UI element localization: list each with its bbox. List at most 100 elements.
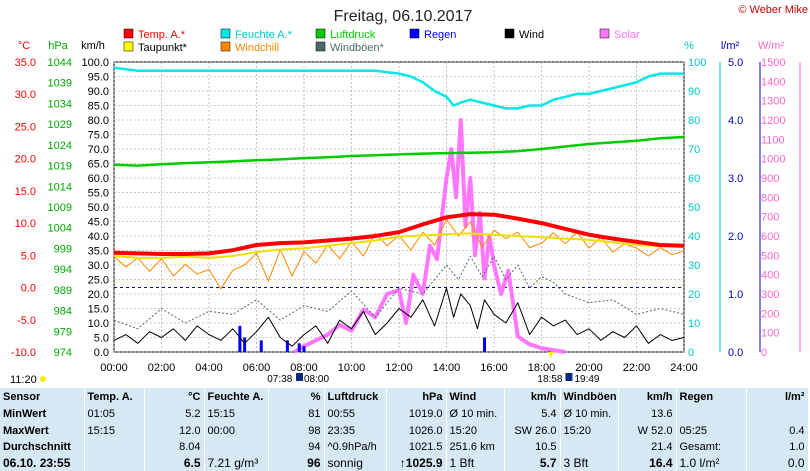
y-tick-temp: -5.0 <box>17 315 36 327</box>
y-tick-solar: 700 <box>761 212 779 224</box>
stats-header-cell: °C <box>144 388 205 407</box>
stats-cell: 00:00 <box>204 422 269 439</box>
sunrise-icon <box>296 373 303 381</box>
chart-series <box>113 66 685 354</box>
y-tick-wind: 65.0 <box>88 159 109 171</box>
x-tick-label: 24:00 <box>670 362 698 374</box>
y-tick-humidity: 20 <box>688 289 700 301</box>
y-tick-rain: 3.0 <box>728 173 743 185</box>
axis-unit-rain: l/m² <box>721 40 740 52</box>
stats-header-cell: Windböen <box>560 388 619 407</box>
y-tick-temp: 0.0 <box>21 283 36 295</box>
stats-cell: sonnig <box>324 454 387 471</box>
stats-cell: 15:15 <box>204 406 269 423</box>
x-tick-label: 12:00 <box>385 362 413 374</box>
y-tick-wind: 25.0 <box>88 275 109 287</box>
stats-cell: 23:35 <box>324 422 387 439</box>
legend-label: Windböen* <box>330 42 385 54</box>
legend-label: Feuchte A.* <box>235 29 293 41</box>
x-tick-label: 02:00 <box>148 362 176 374</box>
y-tick-pressure: 994 <box>54 264 72 276</box>
y-tick-temp: -10.0 <box>11 347 36 359</box>
legend-swatch <box>123 41 134 52</box>
rain-bar <box>243 337 247 352</box>
y-tick-temp: 35.0 <box>15 57 36 69</box>
y-tick-humidity: 10 <box>688 318 700 330</box>
stats-header-cell: Feuchte A. <box>204 388 269 407</box>
y-tick-solar: 1500 <box>761 57 785 69</box>
stats-cell: 3 Bft <box>560 454 619 471</box>
stats-cell: 1019.0 <box>386 406 447 423</box>
series-line <box>113 212 685 256</box>
y-tick-solar: 1000 <box>761 154 785 166</box>
sunset-time: 18:58 <box>537 374 562 385</box>
y-tick-rain: 2.0 <box>728 231 743 243</box>
stats-cell: 15:15 <box>84 422 145 439</box>
y-tick-rain: 1.0 <box>728 289 743 301</box>
y-tick-solar: 400 <box>761 270 779 282</box>
x-tick-label: 18:00 <box>528 362 556 374</box>
x-tick-label: 16:00 <box>480 362 508 374</box>
y-tick-solar: 100 <box>761 328 779 340</box>
series-line <box>113 218 685 290</box>
stats-header-cell: % <box>268 388 325 407</box>
y-tick-wind: 20.0 <box>88 289 109 301</box>
axis-units: °C hPa km/h% l/m² W/m² <box>18 40 785 52</box>
credit-label: © Weber Mike <box>738 4 808 16</box>
rain-bar <box>238 325 242 352</box>
stats-cell <box>84 438 145 455</box>
y-tick-wind: 0.0 <box>94 347 109 359</box>
series-line <box>113 232 685 259</box>
y-tick-solar: 200 <box>761 308 779 320</box>
y-tick-wind: 85.0 <box>88 101 109 113</box>
y-tick-temp: 30.0 <box>15 89 36 101</box>
stats-row-label: MinWert <box>0 406 85 423</box>
rain-bar <box>302 346 306 352</box>
legend-label: Regen <box>424 29 456 41</box>
y-tick-temp: 15.0 <box>15 186 36 198</box>
stats-header-cell: Wind <box>446 388 505 407</box>
y-tick-pressure: 974 <box>54 347 72 359</box>
legend-swatch <box>220 41 231 52</box>
legend-label: Solar <box>614 29 640 41</box>
stats-cell: 1.0 l/m² <box>676 454 747 471</box>
rain-bar <box>259 340 263 352</box>
stats-row: 06.10. 23:55 6.5 7.21 g/m³ 96 sonnig ↑1025.9 1… <box>0 454 809 471</box>
legend-label: Taupunkt* <box>138 42 188 54</box>
rain-bar <box>297 343 301 352</box>
y-tick-wind: 90.0 <box>88 86 109 98</box>
stats-cell: 21.4 <box>618 438 677 455</box>
y-tick-temp: 25.0 <box>15 121 36 133</box>
axis-unit-pressure: hPa <box>48 40 68 52</box>
y-tick-wind: 75.0 <box>88 130 109 142</box>
legend-swatch <box>599 28 610 39</box>
legend-swatch <box>123 28 134 39</box>
stats-cell: 7.21 g/m³ <box>204 454 269 471</box>
stats-cell: 13.6 <box>618 406 677 423</box>
series-line <box>113 287 685 347</box>
y-tick-humidity: 40 <box>688 231 700 243</box>
stats-cell: W 52.0 <box>618 422 677 439</box>
rain-bar <box>483 337 486 352</box>
y-tick-wind: 5.0 <box>94 333 109 345</box>
sunset-civil-time: 19:49 <box>574 374 599 385</box>
y-tick-pressure: 1024 <box>48 140 72 152</box>
x-tick-label: 06:00 <box>243 362 271 374</box>
sun-left-time: 11:20 <box>10 374 37 386</box>
stats-cell: ^0.9hPa/h <box>324 438 387 455</box>
sun-times: 11:20 07:38 08:00 18:58 19:49 <box>10 352 600 386</box>
stats-cell: 01:05 <box>84 406 145 423</box>
stats-row-label: MaxWert <box>0 422 85 439</box>
stats-cell: 05:25 <box>676 422 747 439</box>
stats-cell: 5.2 <box>144 406 205 423</box>
stats-cell: 8.04 <box>144 438 205 455</box>
y-tick-pressure: 989 <box>54 285 72 297</box>
stats-cell: 16.4 <box>618 454 677 471</box>
y-tick-pressure: 1009 <box>48 202 72 214</box>
y-tick-humidity: 60 <box>688 173 700 185</box>
chart-title: Freitag, 06.10.2017 <box>334 8 473 25</box>
x-tick-label: 10:00 <box>338 362 366 374</box>
y-tick-rain: 5.0 <box>728 57 743 69</box>
y-tick-rain: 4.0 <box>728 115 743 127</box>
y-tick-pressure: 979 <box>54 326 72 338</box>
